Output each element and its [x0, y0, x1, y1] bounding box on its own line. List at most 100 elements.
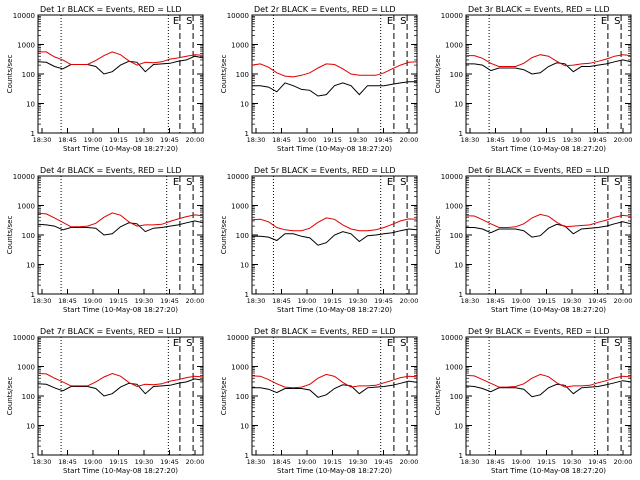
- x-tick-label: 18:30: [33, 458, 52, 466]
- x-tick-label: 19:00: [84, 297, 103, 305]
- time-marker-label: S: [186, 177, 192, 188]
- detector-panel-8: Det 8r BLACK = Events, RED = LLD 1 10 100 10…: [220, 327, 418, 475]
- y-tick-label: 10000: [441, 173, 463, 181]
- time-marker-label: E: [387, 338, 393, 349]
- y-tick-label: 1: [245, 130, 249, 138]
- series-line-events: [252, 228, 418, 246]
- time-marker-label: S: [614, 338, 620, 349]
- y-tick-label: 100: [450, 232, 463, 240]
- y-tick-label: 10000: [13, 173, 35, 181]
- time-marker-label: S: [614, 177, 620, 188]
- x-tick-label: 19:45: [374, 297, 393, 305]
- x-tick-label: 19:00: [512, 458, 531, 466]
- chart-title: Det 8r BLACK = Events, RED = LLD: [254, 327, 396, 336]
- x-axis-label: Start Time (10-May-08 18:27:20): [63, 306, 178, 314]
- x-tick-label: 19:00: [298, 136, 317, 144]
- y-tick-label: 1: [31, 452, 35, 460]
- time-marker-label: S: [400, 177, 406, 188]
- x-tick-label: 19:15: [109, 297, 128, 305]
- y-tick-label: 10000: [13, 12, 35, 20]
- plot-frame: [465, 336, 632, 456]
- x-tick-label: 18:45: [58, 297, 77, 305]
- x-tick-label: 19:45: [160, 297, 179, 305]
- time-marker-label: E: [387, 16, 393, 27]
- y-tick-label: 10000: [227, 334, 249, 342]
- detector-panel-4: Det 4r BLACK = Events, RED = LLD 1 10 100 10…: [6, 166, 204, 314]
- x-tick-label: 18:45: [486, 136, 505, 144]
- x-tick-label: 18:30: [247, 297, 266, 305]
- x-tick-label: 19:15: [537, 458, 556, 466]
- x-tick-label: 19:30: [135, 458, 154, 466]
- x-tick-label: 19:00: [512, 136, 531, 144]
- x-tick-label: 18:30: [461, 297, 480, 305]
- x-tick-label: 18:45: [58, 136, 77, 144]
- x-tick-label: 20:00: [186, 136, 205, 144]
- x-tick-label: 19:45: [160, 458, 179, 466]
- series-line-lld: [37, 372, 204, 388]
- x-tick-label: 20:00: [614, 458, 633, 466]
- series-line-events: [466, 59, 632, 75]
- x-tick-label: 18:45: [58, 458, 77, 466]
- series-line-lld: [466, 54, 632, 67]
- chart-title: Det 5r BLACK = Events, RED = LLD: [254, 166, 396, 175]
- y-tick-label: 1000: [231, 42, 249, 50]
- y-tick-label: 10: [240, 423, 249, 431]
- x-tick-label: 19:45: [588, 458, 607, 466]
- y-axis-label: Counts/sec: [220, 377, 228, 416]
- x-tick-label: 19:15: [323, 297, 342, 305]
- chart-title: Det 4r BLACK = Events, RED = LLD: [40, 166, 182, 175]
- x-tick-label: 19:15: [323, 458, 342, 466]
- y-tick-label: 1: [31, 291, 35, 299]
- y-tick-label: 10000: [227, 12, 249, 20]
- series-line-lld: [465, 213, 632, 228]
- x-tick-label: 19:15: [323, 136, 342, 144]
- chart-title: Det 3r BLACK = Events, RED = LLD: [468, 5, 610, 14]
- x-tick-label: 20:00: [400, 458, 419, 466]
- x-tick-label: 19:30: [349, 136, 368, 144]
- time-marker-label: E: [173, 16, 179, 27]
- x-tick-label: 19:15: [537, 136, 556, 144]
- chart-title: Det 1r BLACK = Events, RED = LLD: [40, 5, 182, 14]
- time-marker-label: S: [186, 16, 192, 27]
- x-tick-label: 18:45: [272, 297, 291, 305]
- x-tick-label: 19:45: [588, 297, 607, 305]
- y-tick-label: 10: [26, 262, 35, 270]
- x-tick-label: 19:30: [563, 458, 582, 466]
- plot-frame: [37, 14, 204, 134]
- y-axis-label: Counts/sec: [434, 55, 442, 94]
- time-marker-label: E: [173, 338, 179, 349]
- y-tick-label: 10000: [13, 334, 35, 342]
- series-line-events: [252, 380, 418, 398]
- time-marker-label: E: [601, 16, 607, 27]
- x-tick-label: 18:30: [247, 458, 266, 466]
- detector-panel-9: Det 9r BLACK = Events, RED = LLD 1 10 100 10…: [434, 327, 632, 475]
- x-tick-label: 19:00: [298, 297, 317, 305]
- plot-frame: [251, 14, 418, 134]
- y-tick-label: 100: [236, 232, 249, 240]
- x-tick-label: 18:45: [272, 136, 291, 144]
- y-tick-label: 1: [459, 130, 463, 138]
- x-tick-label: 19:30: [349, 297, 368, 305]
- time-marker-label: S: [400, 338, 406, 349]
- x-tick-label: 19:30: [349, 458, 368, 466]
- detector-panel-1: Det 1r BLACK = Events, RED = LLD 1 10 100 10…: [6, 5, 204, 153]
- time-marker-label: S: [400, 16, 406, 27]
- series-line-lld: [465, 373, 632, 388]
- plot-frame: [465, 14, 632, 134]
- series-line-lld: [38, 51, 204, 66]
- series-line-lld: [37, 212, 204, 228]
- x-axis-label: Start Time (10-May-08 18:27:20): [491, 306, 606, 314]
- y-axis-label: Counts/sec: [220, 55, 228, 94]
- y-tick-label: 10: [240, 262, 249, 270]
- x-tick-label: 19:45: [374, 458, 393, 466]
- y-tick-label: 100: [450, 393, 463, 401]
- y-tick-label: 1: [245, 452, 249, 460]
- series-line-events: [466, 221, 632, 238]
- x-tick-label: 18:45: [486, 458, 505, 466]
- x-tick-label: 20:00: [400, 297, 419, 305]
- x-tick-label: 19:15: [109, 136, 128, 144]
- x-tick-label: 18:45: [272, 458, 291, 466]
- y-tick-label: 100: [22, 232, 35, 240]
- x-tick-label: 19:30: [563, 297, 582, 305]
